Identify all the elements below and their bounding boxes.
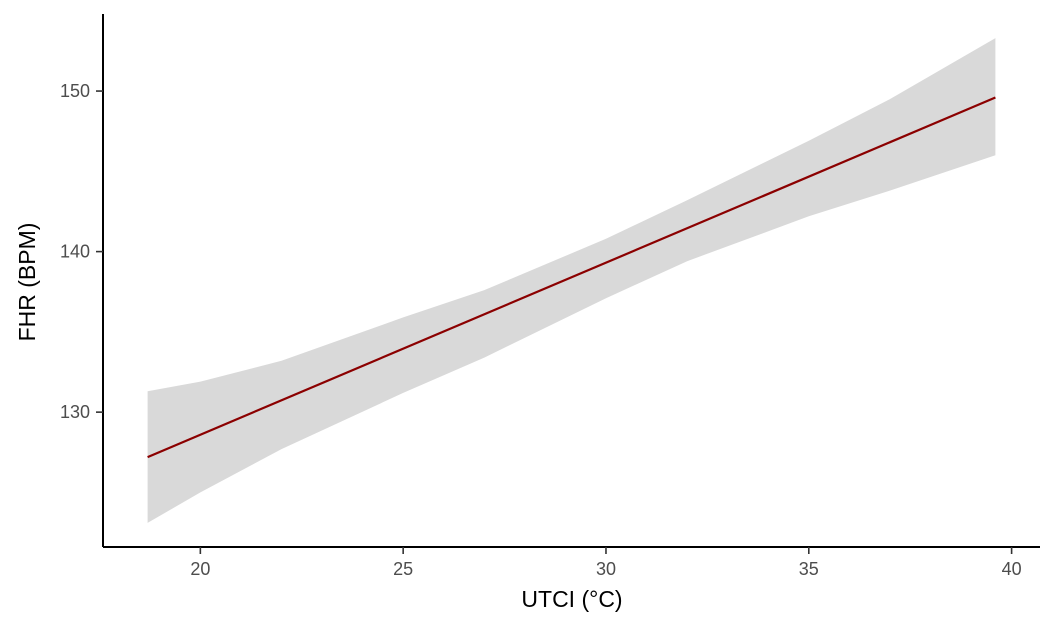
x-tick-label: 40 bbox=[1002, 559, 1022, 579]
y-axis: 130 140 150 bbox=[60, 14, 104, 547]
x-tick-label: 20 bbox=[190, 559, 210, 579]
y-axis-title: FHR (BPM) bbox=[14, 223, 40, 342]
fit-line bbox=[147, 96, 996, 459]
y-tick-label: 150 bbox=[60, 81, 90, 101]
y-tick-label: 140 bbox=[60, 242, 90, 262]
y-tick-label: 130 bbox=[60, 402, 90, 422]
x-tick-label: 25 bbox=[393, 559, 413, 579]
x-axis-title: UTCI (°C) bbox=[521, 586, 622, 612]
x-tick-label: 35 bbox=[799, 559, 819, 579]
confidence-band bbox=[147, 38, 996, 523]
x-tick-label: 30 bbox=[596, 559, 616, 579]
x-axis: 20 25 30 35 40 bbox=[103, 546, 1040, 579]
